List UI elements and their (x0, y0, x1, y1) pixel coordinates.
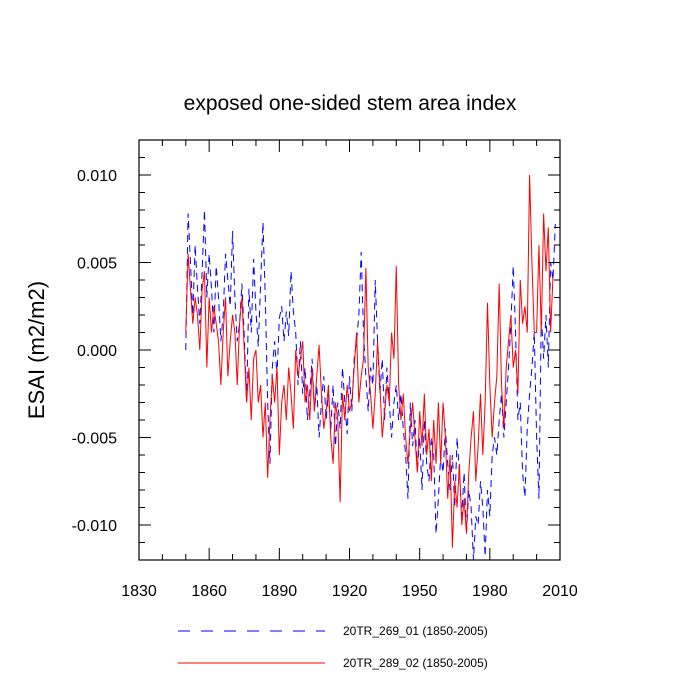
x-tick-label: 2010 (542, 583, 578, 600)
y-axis-label: ESAI (m2/m2) (24, 281, 49, 419)
series-layer (185, 174, 556, 560)
series-line-1 (185, 209, 556, 560)
chart-title: exposed one-sided stem area index (184, 92, 517, 115)
y-tick-label: -0.010 (72, 518, 117, 535)
legend-label-1: 20TR_269_01 (1850-2005) (343, 624, 488, 638)
legend: 20TR_269_01 (1850-2005) 20TR_289_02 (1850… (178, 624, 488, 670)
x-tick-label: 1890 (262, 583, 298, 600)
tick-labels-layer: 1830 1860 1890 1920 1950 1980 2010 -0.010 -0.005… (72, 168, 578, 600)
y-tick-label: 0.000 (77, 343, 117, 360)
series-line-2 (185, 174, 554, 548)
x-tick-label: 1950 (402, 583, 438, 600)
x-tick-label: 1980 (472, 583, 508, 600)
x-tick-label: 1860 (191, 583, 227, 600)
y-tick-label: 0.005 (77, 256, 117, 273)
x-tick-label: 1830 (121, 583, 157, 600)
ticks-layer (138, 139, 561, 561)
y-tick-label: 0.010 (77, 168, 117, 185)
y-tick-label: -0.005 (72, 431, 117, 448)
legend-label-2: 20TR_289_02 (1850-2005) (343, 656, 488, 670)
x-tick-label: 1920 (332, 583, 368, 600)
plot-area-frame (138, 139, 561, 561)
